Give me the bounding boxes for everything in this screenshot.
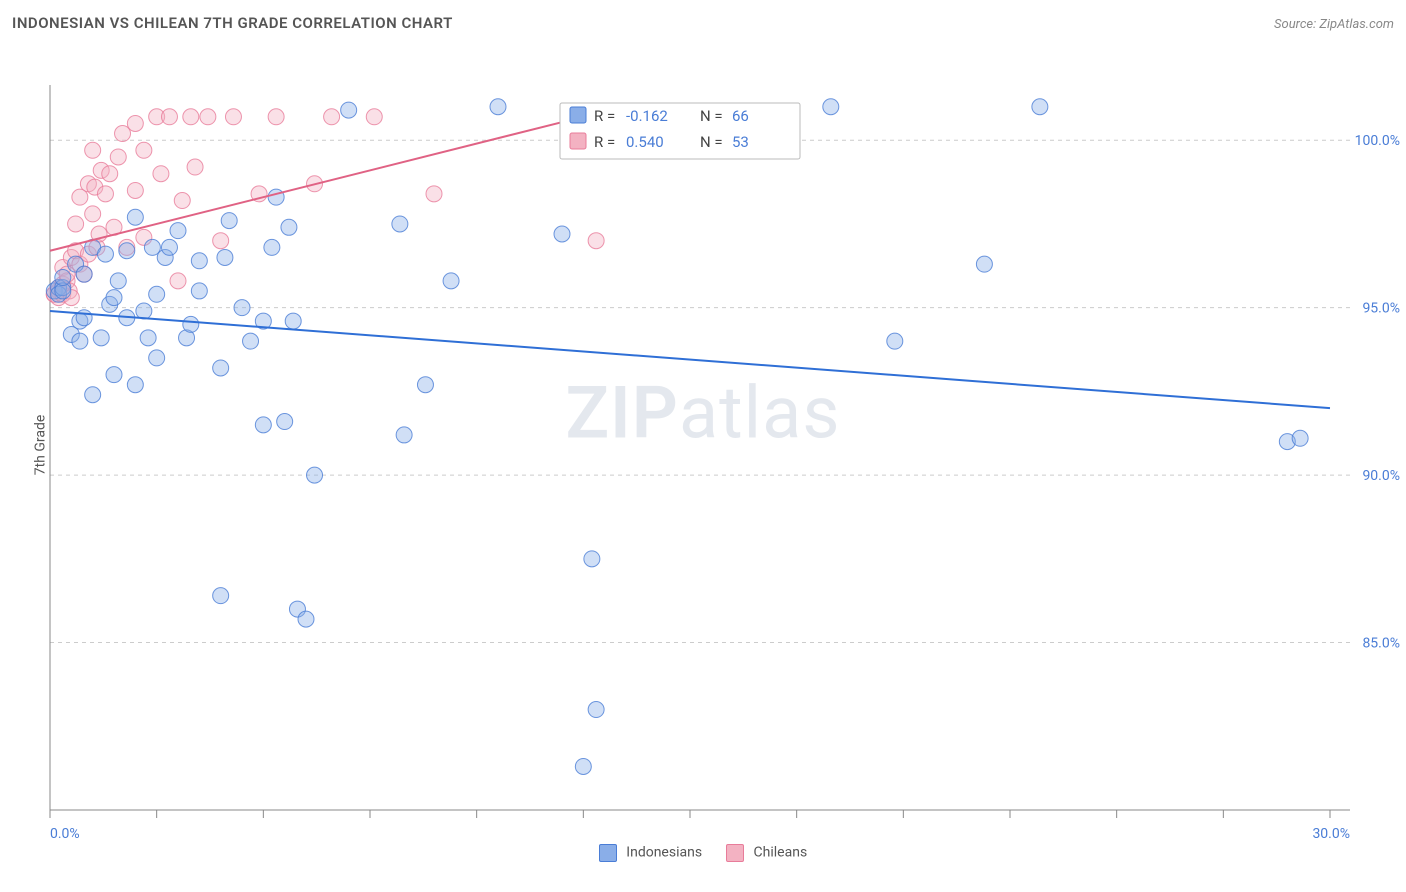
data-point [127, 209, 143, 225]
data-point [366, 109, 382, 125]
data-point [119, 243, 135, 259]
data-point [136, 142, 152, 158]
y-tick-label: 90.0% [1362, 468, 1400, 484]
data-point [127, 115, 143, 131]
data-point [396, 427, 412, 443]
data-point [85, 387, 101, 403]
data-point [324, 109, 340, 125]
data-point [221, 213, 237, 229]
data-point [298, 611, 314, 627]
data-point [243, 333, 259, 349]
data-point [588, 233, 604, 249]
data-point [426, 186, 442, 202]
data-point [976, 256, 992, 272]
stats-r-value: 0.540 [626, 133, 664, 151]
stats-r-label: R = [594, 107, 615, 125]
data-point [68, 216, 84, 232]
data-point [285, 313, 301, 329]
stats-r-value: -0.162 [626, 107, 668, 125]
data-point [93, 330, 109, 346]
data-point [307, 467, 323, 483]
data-point [97, 186, 113, 202]
data-point [213, 233, 229, 249]
data-point [127, 182, 143, 198]
regression-line [50, 311, 1330, 408]
chart-title: INDONESIAN VS CHILEAN 7TH GRADE CORRELAT… [12, 14, 453, 32]
data-point [191, 253, 207, 269]
y-tick-label: 85.0% [1362, 636, 1400, 652]
data-point [823, 99, 839, 115]
data-point [149, 286, 165, 302]
data-point [72, 333, 88, 349]
data-point [106, 367, 122, 383]
data-point [277, 414, 293, 430]
data-point [584, 551, 600, 567]
data-point [97, 246, 113, 262]
data-point [161, 239, 177, 255]
data-point [102, 166, 118, 182]
y-tick-label: 95.0% [1362, 301, 1400, 317]
data-point [255, 417, 271, 433]
x-tick-label: 0.0% [50, 826, 80, 842]
data-point [268, 109, 284, 125]
stats-n-value: 66 [732, 107, 749, 125]
data-point [85, 142, 101, 158]
data-point [136, 303, 152, 319]
data-point [85, 206, 101, 222]
data-point [106, 290, 122, 306]
data-point [575, 758, 591, 774]
data-point [554, 226, 570, 242]
scatter-chart: 85.0% 90.0% 95.0% 100.0% 0.0% 30.0% R = -0.162 N… [0, 40, 1406, 850]
data-point [170, 273, 186, 289]
data-point [183, 316, 199, 332]
title-bar: INDONESIAN VS CHILEAN 7TH GRADE CORRELAT… [0, 0, 1406, 40]
data-point [281, 219, 297, 235]
data-point [76, 266, 92, 282]
data-point [264, 239, 280, 255]
data-point [213, 360, 229, 376]
data-point [161, 109, 177, 125]
x-tick-label: 30.0% [1312, 826, 1350, 842]
data-point [110, 273, 126, 289]
data-point [55, 270, 71, 286]
data-point [76, 310, 92, 326]
y-axis-label: 7th Grade [32, 415, 48, 476]
data-point [153, 166, 169, 182]
data-point [140, 330, 156, 346]
chart-area: 7th Grade ZIPatlas 85.0%90.0%95.0%100.0%… [0, 40, 1406, 850]
data-point [234, 300, 250, 316]
data-point [183, 109, 199, 125]
data-point [887, 333, 903, 349]
data-point [225, 109, 241, 125]
data-point [392, 216, 408, 232]
data-point [417, 377, 433, 393]
data-point [1032, 99, 1048, 115]
stats-n-value: 53 [732, 133, 749, 151]
data-point [187, 159, 203, 175]
stats-swatch [570, 107, 586, 123]
data-point [191, 283, 207, 299]
data-point [213, 588, 229, 604]
data-point [341, 102, 357, 118]
y-tick-label: 100.0% [1355, 133, 1400, 149]
data-point [149, 350, 165, 366]
data-point [127, 377, 143, 393]
data-point [170, 223, 186, 239]
stats-r-label: R = [594, 133, 615, 151]
data-point [174, 193, 190, 209]
data-point [200, 109, 216, 125]
data-point [1292, 430, 1308, 446]
data-point [110, 149, 126, 165]
data-point [588, 702, 604, 718]
stats-swatch [570, 133, 586, 149]
stats-n-label: N = [700, 133, 723, 151]
stats-n-label: N = [700, 107, 723, 125]
data-point [217, 249, 233, 265]
data-point [490, 99, 506, 115]
data-point [443, 273, 459, 289]
source-label: Source: ZipAtlas.com [1274, 17, 1394, 32]
